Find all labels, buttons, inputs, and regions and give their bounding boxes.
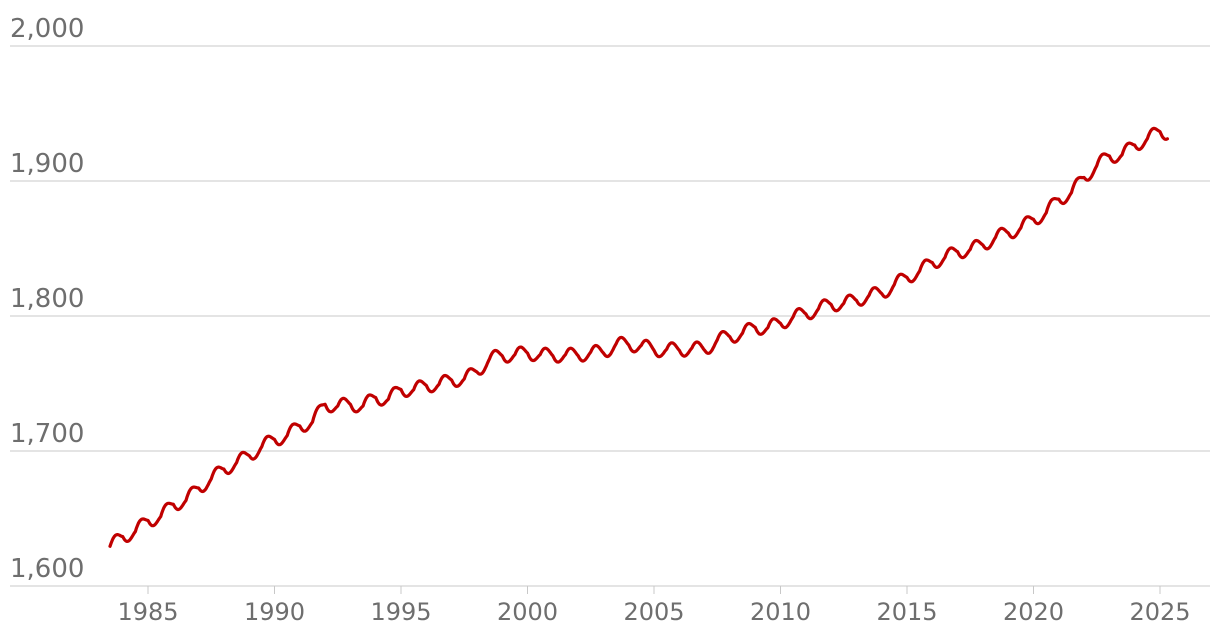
series-line-0 <box>108 126 1170 548</box>
x-tick-label: 1995 <box>370 598 431 626</box>
y-tick-label: 1,800 <box>10 284 84 314</box>
series-layer <box>108 126 1170 548</box>
y-tick-label: 1,900 <box>10 149 84 179</box>
x-tick-label: 2005 <box>623 598 684 626</box>
x-axis-ticks: 1985 1990 1995 2000 2005 2010 2015 2020 2025 <box>117 586 1191 626</box>
x-tick-label: 1985 <box>117 598 178 626</box>
x-tick-label: 2025 <box>1129 598 1190 626</box>
x-tick-label: 2000 <box>497 598 558 626</box>
x-tick-label: 1990 <box>244 598 305 626</box>
y-axis-tick-labels: 1,600 1,700 1,800 1,900 2,000 <box>10 14 84 584</box>
y-tick-label: 1,700 <box>10 419 84 449</box>
x-tick-label: 2020 <box>1003 598 1064 626</box>
gridlines <box>10 45 1210 452</box>
y-tick-label: 1,600 <box>10 554 84 584</box>
x-tick-label: 2010 <box>750 598 811 626</box>
y-tick-label: 2,000 <box>10 14 84 44</box>
x-tick-label: 2015 <box>876 598 937 626</box>
